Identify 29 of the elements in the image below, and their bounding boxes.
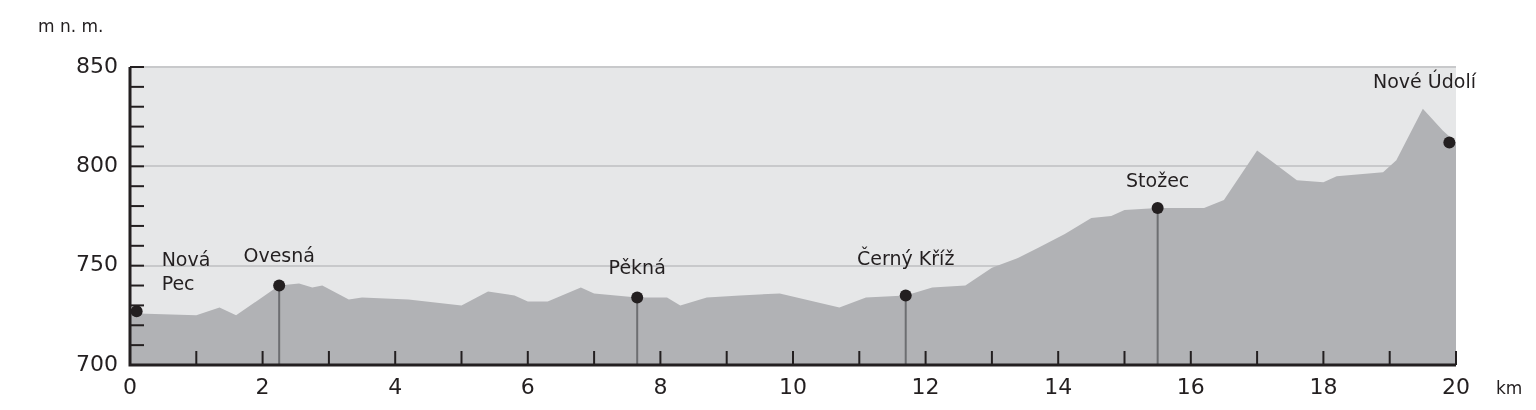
x-tick-label: 20 (1442, 373, 1470, 399)
annotation: Stožec (1126, 168, 1190, 191)
y-tick-label: 850 (76, 52, 118, 78)
point (1443, 136, 1456, 149)
x-tick-label: 2 (255, 373, 270, 399)
x-tick-label: 0 (123, 373, 137, 399)
y-axis-title: m n. m. (38, 16, 104, 37)
y-tick-label: 800 (76, 152, 118, 178)
x-tick-label: 18 (1309, 373, 1338, 399)
annotation: Nová Pec (161, 248, 211, 295)
annotation: Pěkná (608, 255, 666, 278)
x-tick-label: 10 (779, 373, 807, 399)
point (631, 291, 644, 304)
x-tick-label: 14 (1044, 373, 1073, 399)
annotation: Černý Kříž (857, 246, 955, 270)
x-tick-label: 8 (653, 373, 668, 399)
point (899, 289, 912, 302)
annotation: Ovesná (243, 244, 315, 267)
y-tick-label: 750 (76, 251, 118, 277)
x-tick-label: 16 (1176, 373, 1205, 399)
x-tick-label: 4 (388, 373, 403, 399)
x-axis-title: km (1496, 378, 1523, 399)
y-tick-label: 700 (76, 350, 118, 376)
point (130, 305, 143, 318)
point (273, 279, 286, 292)
point (1151, 202, 1164, 215)
x-tick-label: 12 (911, 373, 940, 399)
annotation: Nové Údolí (1373, 68, 1477, 92)
x-tick-label: 6 (520, 373, 535, 399)
